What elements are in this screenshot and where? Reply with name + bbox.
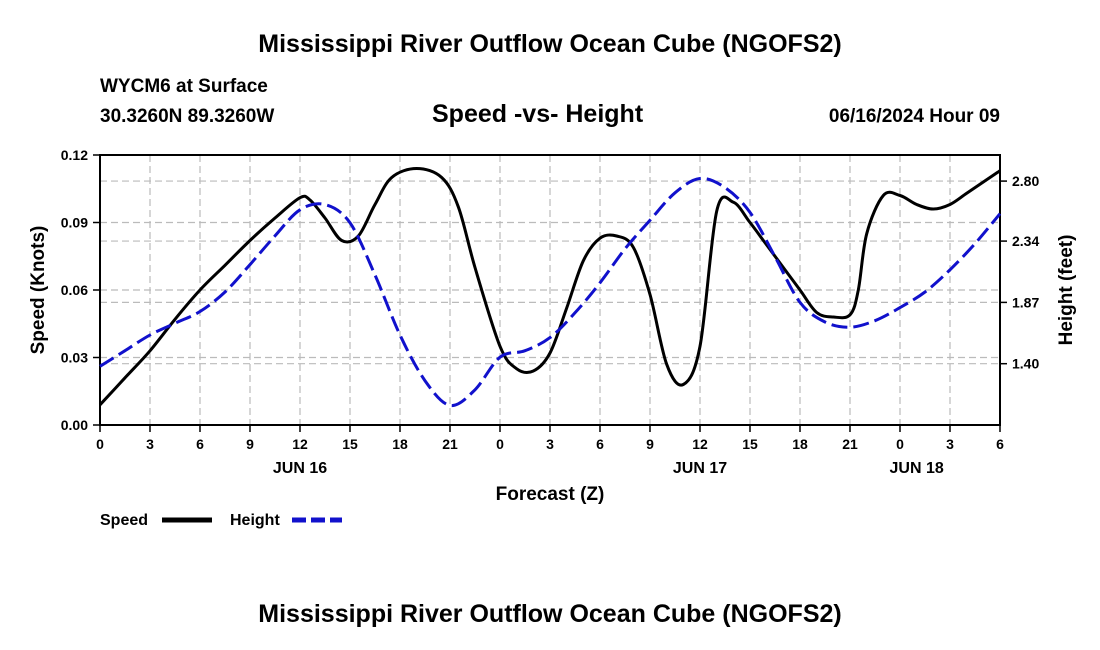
x-tick-label: 9 bbox=[646, 436, 654, 452]
x-tick-label: 12 bbox=[692, 436, 708, 452]
day-label: JUN 17 bbox=[673, 460, 727, 477]
grid-lines bbox=[99, 154, 1001, 426]
legend: Speed Height bbox=[100, 512, 342, 529]
day-label: JUN 16 bbox=[273, 460, 327, 477]
series-group bbox=[98, 167, 1002, 408]
x-tick-label: 12 bbox=[292, 436, 308, 452]
y2-tick-label: 2.80 bbox=[1012, 173, 1039, 189]
x-tick-label: 15 bbox=[742, 436, 758, 452]
footer-title: Mississippi River Outflow Ocean Cube (NG… bbox=[258, 600, 842, 628]
x-tick-label: 3 bbox=[546, 436, 554, 452]
y-axis-label-right: Height (feet) bbox=[1056, 235, 1077, 346]
y-tick-label: 0.12 bbox=[61, 147, 88, 163]
x-tick-label: 21 bbox=[442, 436, 458, 452]
x-tick-label: 15 bbox=[342, 436, 358, 452]
x-axis: 0 3 6 9 12 15 18 21 0 3 6 9 12 15 18 21 0 3 6 JUN 16 JUN 17 J… bbox=[96, 425, 1004, 477]
x-tick-label: 18 bbox=[392, 436, 408, 452]
station-name: WYCM6 at Surface bbox=[100, 76, 268, 97]
x-tick-label: 3 bbox=[146, 436, 154, 452]
x-tick-label: 6 bbox=[196, 436, 204, 452]
y2-tick-label: 1.87 bbox=[1012, 294, 1039, 310]
x-tick-label: 0 bbox=[96, 436, 104, 452]
chart-subtitle: Speed -vs- Height bbox=[432, 100, 644, 128]
y-axis-label-left: Speed (Knots) bbox=[28, 226, 49, 355]
day-label: JUN 18 bbox=[890, 460, 944, 477]
x-tick-label: 0 bbox=[496, 436, 504, 452]
y-tick-label: 0.09 bbox=[61, 215, 88, 231]
x-axis-label: Forecast (Z) bbox=[496, 484, 605, 505]
y-axis-left: 0.00 0.03 0.06 0.09 0.12 bbox=[61, 147, 100, 433]
x-tick-label: 0 bbox=[896, 436, 904, 452]
y2-tick-label: 2.34 bbox=[1012, 233, 1039, 249]
forecast-timestamp: 06/16/2024 Hour 09 bbox=[828, 106, 1000, 127]
y2-tick-label: 1.40 bbox=[1012, 356, 1039, 372]
y-tick-label: 0.03 bbox=[61, 350, 88, 366]
y-tick-label: 0.00 bbox=[61, 417, 88, 433]
x-tick-label: 21 bbox=[842, 436, 858, 452]
legend-label-height: Height bbox=[230, 512, 280, 529]
y-axis-right: 1.40 1.87 2.34 2.80 bbox=[1000, 173, 1039, 372]
x-tick-label: 18 bbox=[792, 436, 808, 452]
x-tick-label: 9 bbox=[246, 436, 254, 452]
station-coords: 30.3260N 89.3260W bbox=[100, 106, 275, 127]
series-line-speed bbox=[98, 167, 1001, 406]
series-line-height bbox=[99, 176, 1002, 408]
legend-label-speed: Speed bbox=[100, 512, 148, 529]
x-tick-label: 3 bbox=[946, 436, 954, 452]
y-tick-label: 0.06 bbox=[61, 282, 88, 298]
x-tick-label: 6 bbox=[996, 436, 1004, 452]
chart-title: Mississippi River Outflow Ocean Cube (NG… bbox=[258, 30, 842, 58]
x-tick-label: 6 bbox=[596, 436, 604, 452]
